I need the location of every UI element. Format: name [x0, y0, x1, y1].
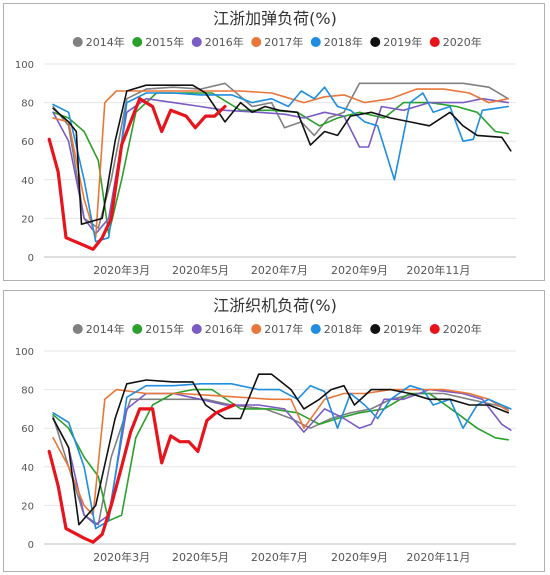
- series-line: [52, 84, 512, 225]
- y-tick-label: 40: [21, 176, 34, 187]
- legend-label: 2016年: [205, 35, 244, 49]
- x-tick-label: 2020年7月: [251, 263, 308, 277]
- legend-label: 2015年: [145, 35, 184, 49]
- x-tick-label: 2020年9月: [331, 550, 388, 564]
- legend-item[interactable]: 2015年: [132, 322, 184, 336]
- legend-marker: [429, 37, 440, 47]
- legend-item[interactable]: 2017年: [251, 322, 303, 336]
- x-tick-label: 2020年5月: [172, 550, 229, 564]
- x-tick-label: 2020年3月: [93, 263, 150, 277]
- chart-panel-texturing-load: 江浙加弹负荷(%) 2014年 2015年 2016年 2017年 2018年 2019年 2…: [3, 3, 545, 281]
- x-tick-label: 2020年7月: [251, 550, 308, 564]
- chart-panel-weaving-load: 江浙织机负荷(%) 2014年 2015年 2016年 2017年 2018年 2019年 2…: [3, 290, 545, 572]
- series-line: [52, 373, 510, 526]
- series-line: [47, 403, 236, 544]
- legend: 2014年 2015年 2016年 2017年 2018年 2019年 2020年: [72, 322, 482, 336]
- series-line: [52, 97, 510, 235]
- legend-item[interactable]: 2014年: [72, 322, 125, 336]
- legend-item[interactable]: 2016年: [191, 322, 244, 336]
- legend-label: 2019年: [383, 322, 422, 336]
- legend-item[interactable]: 2020年: [429, 35, 482, 49]
- y-tick-label: 80: [21, 99, 34, 110]
- legend-marker: [429, 324, 440, 334]
- legend-label: 2014年: [86, 322, 125, 336]
- series-line: [52, 86, 510, 243]
- legend-marker: [251, 37, 262, 47]
- legend-label: 2017年: [264, 35, 303, 49]
- legend-marker: [132, 37, 143, 47]
- legend-label: 2016年: [205, 322, 244, 336]
- series-line: [52, 88, 510, 239]
- legend-marker: [251, 324, 262, 334]
- series-line: [52, 388, 510, 522]
- y-tick-label: 60: [21, 424, 34, 435]
- y-tick-label: 80: [21, 386, 34, 397]
- series-line: [52, 92, 510, 235]
- y-tick-label: 20: [21, 214, 34, 225]
- chart-title: 江浙加弹负荷(%): [213, 9, 337, 28]
- y-tick-label: 100: [15, 60, 34, 71]
- series-line: [52, 383, 512, 530]
- legend-marker: [191, 37, 202, 47]
- legend-label: 2015年: [145, 322, 184, 336]
- y-tick-label: 100: [15, 347, 34, 358]
- chart-weaving-load: 江浙织机负荷(%)2014年 2015年 2016年 2017年 2018年 2019年 2…: [15, 296, 516, 564]
- y-tick-label: 0: [28, 540, 34, 551]
- legend-label: 2017年: [264, 322, 303, 336]
- legend-marker: [132, 324, 143, 334]
- legend-marker: [72, 37, 83, 47]
- legend-marker: [72, 324, 83, 334]
- legend-marker: [310, 37, 321, 47]
- legend-label: 2020年: [443, 322, 482, 336]
- legend-item[interactable]: 2018年: [310, 322, 363, 336]
- legend-label: 2019年: [383, 35, 422, 49]
- series-line: [52, 82, 510, 229]
- series-lines: [47, 373, 512, 544]
- y-tick-label: 60: [21, 137, 34, 148]
- legend-marker: [370, 37, 381, 47]
- y-tick-label: 40: [21, 463, 34, 474]
- y-tick-label: 20: [21, 501, 34, 512]
- series-line: [52, 388, 510, 516]
- legend-label: 2014年: [86, 35, 125, 49]
- chart-title: 江浙织机负荷(%): [213, 296, 337, 315]
- x-tick-label: 2020年11月: [406, 550, 470, 564]
- legend-marker: [310, 324, 321, 334]
- legend-marker: [370, 324, 381, 334]
- legend: 2014年 2015年 2016年 2017年 2018年 2019年 2020年: [72, 35, 482, 49]
- legend-item[interactable]: 2018年: [310, 35, 363, 49]
- legend-item[interactable]: 2019年: [370, 322, 422, 336]
- chart-texturing-load: 江浙加弹负荷(%)2014年 2015年 2016年 2017年 2018年 2019年 2…: [15, 9, 516, 277]
- x-tick-label: 2020年5月: [172, 263, 229, 277]
- legend-marker: [191, 324, 202, 334]
- legend-label: 2020年: [443, 35, 482, 49]
- x-tick-label: 2020年9月: [331, 263, 388, 277]
- x-tick-label: 2020年3月: [93, 550, 150, 564]
- legend-item[interactable]: 2020年: [429, 322, 482, 336]
- legend-label: 2018年: [324, 35, 363, 49]
- legend-item[interactable]: 2019年: [370, 35, 422, 49]
- legend-label: 2018年: [324, 322, 363, 336]
- legend-item[interactable]: 2016年: [191, 35, 244, 49]
- legend-item[interactable]: 2015年: [132, 35, 184, 49]
- legend-item[interactable]: 2014年: [72, 35, 125, 49]
- y-tick-label: 0: [28, 253, 34, 264]
- x-tick-label: 2020年11月: [406, 263, 470, 277]
- series-lines: [47, 82, 512, 251]
- series-line: [47, 97, 227, 251]
- legend-item[interactable]: 2017年: [251, 35, 303, 49]
